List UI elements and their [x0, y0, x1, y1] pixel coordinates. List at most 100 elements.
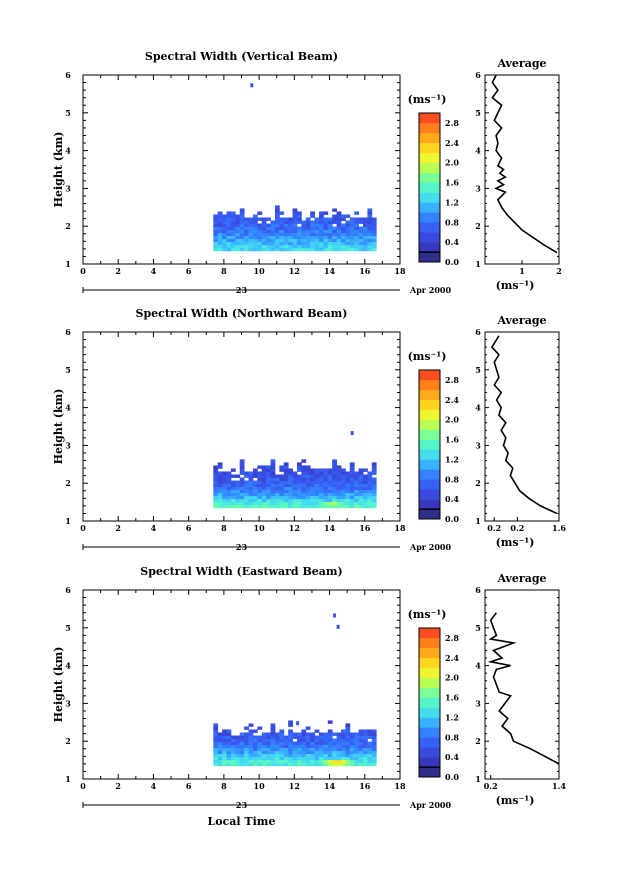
heatmap-cell	[314, 501, 320, 506]
heatmap-cell	[354, 750, 360, 755]
heatmap-cell	[345, 477, 351, 481]
heatmap-cell	[292, 483, 298, 487]
heatmap-cell	[213, 492, 219, 497]
heatmap-cell	[345, 474, 351, 478]
heatmap-cell	[230, 489, 236, 494]
heatmap-cell	[314, 738, 320, 742]
heatmap-cell	[217, 244, 223, 249]
heatmap-cell	[248, 732, 254, 736]
heatmap-cell	[239, 486, 245, 491]
heatmap-cell	[244, 226, 249, 230]
heatmap-cell	[279, 744, 285, 749]
heatmap-cell	[239, 492, 245, 497]
heatmap-cell	[226, 495, 232, 500]
heatmap-cell	[261, 465, 267, 469]
heatmap-cell	[367, 211, 373, 215]
heatmap-cell	[323, 762, 329, 767]
heatmap-cell	[336, 220, 342, 224]
average-line	[490, 335, 558, 515]
x-tick-label: 4	[151, 266, 157, 276]
heatmap-cell	[301, 241, 307, 246]
heatmap-cell	[288, 486, 293, 491]
heatmap-cell	[323, 750, 329, 755]
heatmap-cell	[230, 753, 236, 758]
heatmap-cell	[244, 504, 249, 509]
heatmap-cell	[235, 223, 241, 227]
heatmap-cell	[283, 762, 289, 767]
heatmap-cell	[279, 762, 285, 767]
heatmap-cell	[279, 738, 285, 742]
heatmap-cell	[217, 735, 223, 739]
heatmap-cell	[283, 747, 289, 752]
heatmap-cell	[305, 241, 311, 246]
heatmap-cell	[332, 214, 337, 218]
heatmap-cell	[305, 489, 311, 494]
heatmap-cell	[261, 741, 267, 745]
heatmap-cell	[213, 471, 219, 475]
heatmap-cell	[332, 480, 337, 484]
heatmap-cell	[332, 238, 337, 243]
heatmap-cell	[296, 211, 302, 215]
heatmap-cell	[266, 480, 271, 484]
heatmap-cell	[310, 495, 315, 500]
heatmap-cell	[274, 226, 280, 230]
heatmap-cell	[301, 738, 307, 742]
heatmap-cell	[305, 223, 311, 227]
x-tick-label: 10	[254, 523, 266, 533]
heatmap-cell	[274, 483, 280, 487]
heatmap-cell	[367, 477, 373, 481]
heatmap-cell	[341, 501, 346, 506]
heatmap-cell	[283, 247, 289, 252]
heatmap-cell	[235, 238, 241, 243]
heatmap-cell	[230, 244, 236, 249]
heatmap-cell	[274, 205, 280, 209]
heatmap-cell	[292, 753, 298, 758]
heatmap-cell	[261, 483, 267, 487]
heatmap-cell	[279, 235, 285, 240]
heatmap-cell	[336, 235, 342, 240]
heatmap-cell	[292, 747, 298, 752]
heatmap-cell	[244, 238, 249, 243]
heatmap-cell	[248, 504, 254, 509]
heatmap-cell	[341, 483, 346, 487]
heatmap-cell	[318, 756, 324, 761]
heatmap-cell	[213, 735, 219, 739]
heatmap-cell	[327, 750, 333, 755]
heatmap-cell	[367, 220, 373, 224]
heatmap-cell	[296, 492, 302, 497]
heatmap-cell	[257, 753, 263, 758]
heatmap-cell	[288, 753, 293, 758]
heatmap-cell	[213, 247, 219, 252]
day-label: 23	[236, 542, 248, 552]
colorbar-band	[419, 370, 440, 381]
heatmap-cell	[257, 232, 263, 237]
heatmap-cell	[226, 232, 232, 237]
heatmap-cell	[261, 223, 267, 227]
heatmap-cell	[345, 495, 351, 500]
heatmap-cell	[257, 750, 263, 755]
y-tick-label: 5	[65, 365, 71, 375]
heatmap-cell	[310, 759, 315, 764]
heatmap-cell	[358, 477, 364, 481]
heatmap-cell	[358, 238, 364, 243]
colorbar-band	[419, 212, 440, 223]
heatmap-cell	[235, 229, 241, 234]
heatmap-cell	[305, 471, 311, 475]
average-x-tick-label: 0.2	[487, 523, 501, 533]
heatmap-cell	[363, 480, 368, 484]
y-tick-label: 1	[65, 516, 71, 526]
heatmap-cell	[248, 756, 254, 761]
heatmap-cell	[318, 741, 324, 745]
colorbar-tick-label: 2.0	[445, 158, 459, 168]
heatmap-cell	[222, 483, 227, 487]
heatmap-cell	[371, 504, 377, 509]
heatmap-cell	[217, 756, 223, 761]
heatmap-cell	[327, 483, 333, 487]
heatmap-cell	[283, 223, 289, 227]
heatmap-cell	[283, 492, 289, 497]
heatmap-cell	[239, 217, 245, 221]
heatmap-cell	[261, 226, 267, 230]
heatmap-cell	[292, 217, 298, 221]
heatmap-cell	[270, 235, 276, 240]
heatmap-cell	[292, 232, 298, 237]
